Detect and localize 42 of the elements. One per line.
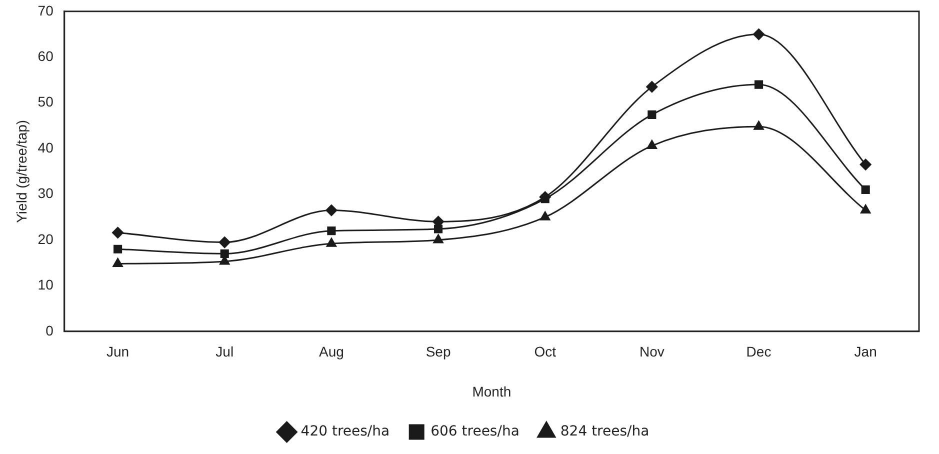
y-tick-label: 60 — [38, 48, 54, 64]
y-tick-label: 20 — [38, 230, 54, 247]
legend-label: 420 trees/ha — [300, 424, 390, 440]
y-axis-title: Yield (g/tree/tap) — [13, 120, 30, 223]
point — [114, 244, 122, 254]
y-tick-label: 40 — [38, 139, 54, 156]
x-tick-label: Jul — [216, 344, 234, 360]
point — [861, 185, 870, 194]
legend-label: 606 trees/ha — [430, 424, 520, 440]
point — [646, 140, 658, 150]
point — [540, 194, 550, 204]
point — [327, 226, 336, 236]
point — [646, 81, 658, 93]
point — [218, 236, 230, 248]
x-tick-label: Oct — [534, 344, 556, 360]
point — [220, 249, 229, 258]
y-tick-label: 70 — [38, 2, 54, 18]
point — [326, 204, 338, 216]
y-tick-label: 10 — [38, 276, 54, 293]
x-tick-label: Sep — [426, 344, 451, 360]
y-tick-label: 50 — [38, 94, 54, 110]
point — [754, 120, 764, 130]
point — [860, 158, 872, 170]
point — [753, 28, 765, 40]
y-tick-label: 0 — [46, 322, 54, 338]
y-tick-label: 30 — [38, 185, 54, 202]
point — [648, 110, 656, 119]
x-tick-label: Dec — [746, 344, 772, 360]
point — [540, 211, 550, 220]
point — [754, 80, 764, 89]
x-tick-label: Jun — [106, 344, 130, 360]
x-axis-title: Month — [472, 383, 512, 400]
point — [434, 224, 443, 234]
point — [112, 226, 124, 238]
point — [433, 234, 444, 244]
point — [112, 258, 123, 267]
x-tick-label: Aug — [318, 344, 344, 360]
point — [326, 238, 337, 247]
legend-label: 824 trees/ha — [560, 424, 650, 440]
x-tick-label: Jan — [854, 344, 877, 360]
point — [860, 204, 871, 214]
x-tick-label: Nov — [639, 344, 664, 360]
